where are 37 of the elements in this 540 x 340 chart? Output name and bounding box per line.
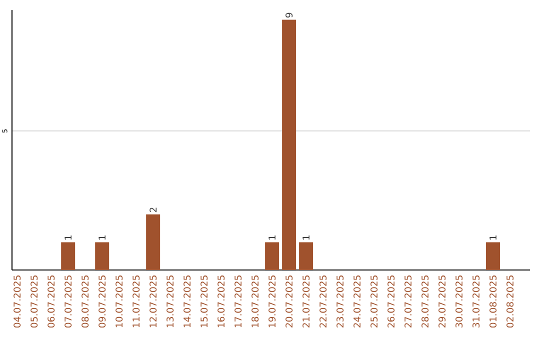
x-tick-label: 14.07.2025 — [184, 276, 191, 328]
data-label: 1 — [268, 236, 276, 240]
data-label: 2 — [150, 208, 157, 212]
x-tick-label: 31.07.2025 — [472, 276, 480, 328]
x-tick-label: 27.07.2025 — [404, 276, 412, 328]
x-tick-label: 02.08.2025 — [506, 276, 514, 328]
x-tick-label: 21.07.2025 — [302, 276, 310, 328]
x-tick-label: 13.07.2025 — [166, 276, 174, 328]
x-tick-label: 10.07.2025 — [116, 276, 123, 328]
x-tick-label: 06.07.2025 — [48, 276, 55, 328]
x-tick-label: 09.07.2025 — [98, 276, 106, 328]
x-tick-label: 04.07.2025 — [14, 276, 21, 328]
x-tick-label: 20.07.2025 — [286, 276, 293, 328]
x-tick-label: 05.07.2025 — [30, 276, 38, 328]
data-label: 1 — [490, 236, 496, 240]
x-tick-label: 19.07.2025 — [268, 276, 276, 328]
x-tick-label: 12.07.2025 — [150, 276, 157, 328]
x-tick-label: 25.07.2025 — [370, 276, 378, 328]
x-tick-label: 01.08.2025 — [489, 276, 497, 328]
data-label: 1 — [302, 236, 310, 240]
data-label: 1 — [98, 236, 106, 240]
x-tick-label: 11.07.2025 — [132, 276, 140, 328]
data-label: 1 — [64, 236, 72, 240]
x-tick-label: 30.07.2025 — [455, 276, 463, 328]
x-tick-label: 07.07.2025 — [64, 276, 72, 328]
data-label: 9 — [286, 12, 293, 18]
x-tick-label: 26.07.2025 — [388, 276, 395, 328]
x-tick-label: 22.07.2025 — [320, 276, 327, 328]
x-tick-label: 29.07.2025 — [438, 276, 446, 328]
x-tick-label: 17.07.2025 — [234, 276, 242, 328]
x-tick-label: 28.07.2025 — [421, 276, 429, 328]
x-tick-label: 08.07.2025 — [82, 276, 89, 328]
x-tick-label: 23.07.2025 — [336, 276, 344, 328]
x-tick-label: 16.07.2025 — [218, 276, 225, 328]
x-tick-label: 15.07.2025 — [200, 276, 208, 328]
x-tick-label: 18.07.2025 — [252, 276, 259, 328]
x-tick-label: 24.07.2025 — [354, 276, 361, 328]
